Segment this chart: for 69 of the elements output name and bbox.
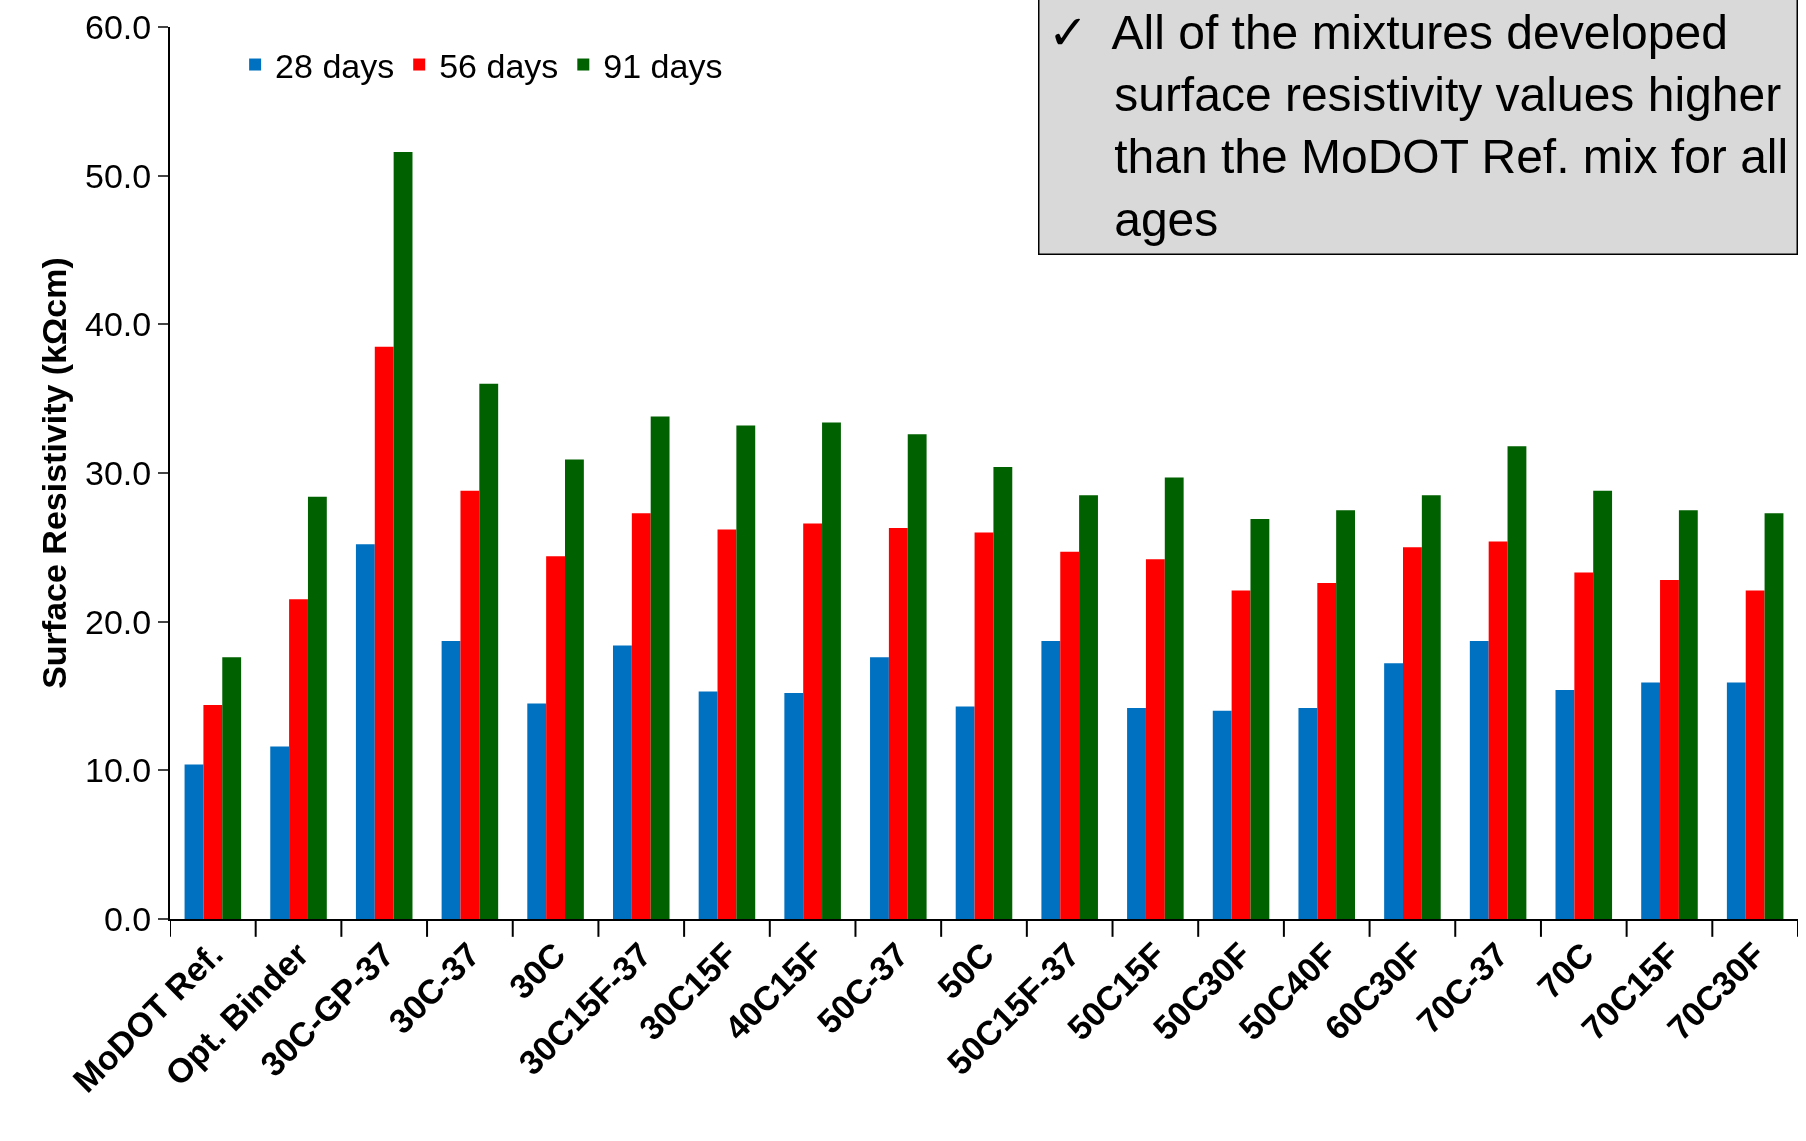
- bar: [1421, 495, 1441, 919]
- y-tick-label: 0.0: [103, 899, 152, 938]
- bar: [374, 346, 394, 919]
- bar: [1678, 510, 1698, 919]
- bar: [222, 657, 242, 919]
- bar: [1745, 590, 1765, 919]
- bar: [1641, 682, 1661, 919]
- bar: [1488, 541, 1508, 919]
- bar: [1041, 640, 1061, 919]
- bar: [1079, 495, 1098, 919]
- bar: [1164, 477, 1184, 919]
- bar: [393, 151, 413, 919]
- bar: [870, 657, 889, 919]
- bar: [955, 706, 975, 919]
- legend-label: 91 days: [603, 46, 723, 85]
- bar: [1250, 519, 1270, 919]
- bar: [1555, 690, 1575, 919]
- bar: [974, 532, 994, 919]
- bar: [184, 764, 204, 919]
- bar: [479, 383, 499, 919]
- bar: [1231, 590, 1251, 919]
- bar: [1060, 551, 1080, 919]
- bar: [289, 599, 308, 919]
- bar: [1403, 547, 1422, 919]
- bar: [907, 434, 927, 919]
- bar: [307, 496, 327, 919]
- bar: [203, 704, 223, 919]
- bar: [565, 459, 584, 919]
- bar: [1145, 559, 1165, 919]
- bar: [784, 693, 804, 919]
- bar: [631, 513, 651, 919]
- bar: [1212, 710, 1232, 919]
- bar: [803, 523, 823, 919]
- y-tick-label: 30.0: [85, 453, 152, 492]
- y-axis-title: Surface Resistivity (kΩcm): [35, 257, 74, 689]
- bar: [1384, 663, 1403, 919]
- bar: [1127, 707, 1146, 919]
- bar: [270, 746, 290, 919]
- bar: [546, 556, 565, 919]
- bar: [355, 544, 375, 919]
- annotation: ✓ All of the mixtures developed surface resistivity values higher than the MoDOT Ref. mix for all ages: [1047, 5, 1789, 246]
- bar: [441, 640, 461, 919]
- bar: [698, 691, 718, 919]
- bar: [650, 416, 670, 919]
- bar: [1574, 572, 1594, 919]
- bar: [736, 425, 756, 919]
- legend-label: 56 days: [439, 46, 559, 85]
- bar: [1507, 446, 1527, 919]
- bar: [1660, 580, 1679, 919]
- bar: [993, 467, 1013, 919]
- bar: [1469, 640, 1489, 919]
- y-tick-label: 20.0: [85, 602, 152, 641]
- bar: [822, 422, 841, 919]
- bar: [1764, 513, 1784, 919]
- bar: [1336, 510, 1356, 919]
- bar: [1298, 707, 1318, 919]
- bar: [1726, 682, 1746, 919]
- y-tick-label: 10.0: [85, 751, 152, 790]
- y-tick-label: 60.0: [85, 7, 152, 46]
- y-tick-label: 40.0: [85, 305, 152, 344]
- bar: [527, 703, 547, 919]
- bar: [1593, 490, 1613, 919]
- bar: [612, 645, 632, 919]
- bar: [717, 529, 737, 919]
- bar: [1317, 583, 1337, 919]
- y-tick-label: 50.0: [85, 156, 152, 195]
- bar: [460, 490, 480, 919]
- bar: [888, 528, 908, 919]
- legend-label: 28 days: [275, 46, 395, 85]
